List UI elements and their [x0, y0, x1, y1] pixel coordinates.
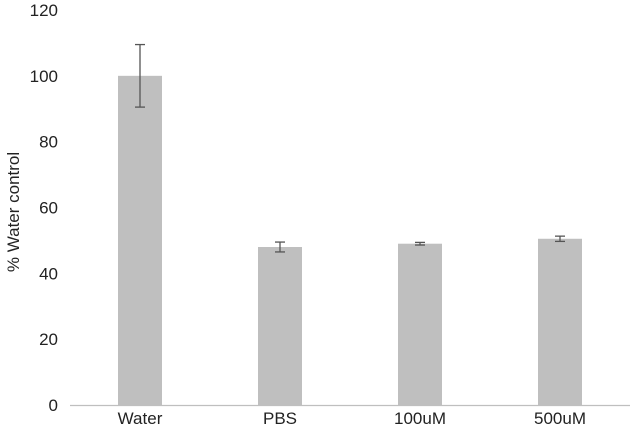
error-bar-pbs	[275, 241, 285, 253]
x-tick-label-pbs: PBS	[263, 409, 297, 428]
x-axis-labels: Water PBS 100uM 500uM	[118, 409, 586, 428]
x-tick-label-water: Water	[118, 409, 163, 428]
y-tick-label-80: 80	[39, 133, 58, 152]
error-bars	[135, 43, 565, 253]
y-tick-label-40: 40	[39, 264, 58, 283]
bars	[118, 75, 582, 405]
bar-pbs	[258, 247, 302, 405]
error-bar-500um	[555, 235, 565, 243]
bar-water	[118, 75, 162, 405]
y-axis-title: % Water control	[4, 152, 23, 272]
x-tick-label-500um: 500uM	[534, 409, 586, 428]
y-tick-label-20: 20	[39, 330, 58, 349]
bar-500um	[538, 238, 582, 405]
error-bar-100um	[415, 241, 425, 246]
y-tick-label-120: 120	[30, 1, 58, 20]
y-axis-ticks: 0 20 40 60 80 100 120	[30, 1, 58, 415]
x-tick-label-100um: 100uM	[394, 409, 446, 428]
bar-100um	[398, 243, 442, 405]
y-tick-label-60: 60	[39, 199, 58, 218]
error-bar-water	[135, 43, 145, 108]
y-tick-label-0: 0	[49, 396, 58, 415]
y-tick-label-100: 100	[30, 67, 58, 86]
